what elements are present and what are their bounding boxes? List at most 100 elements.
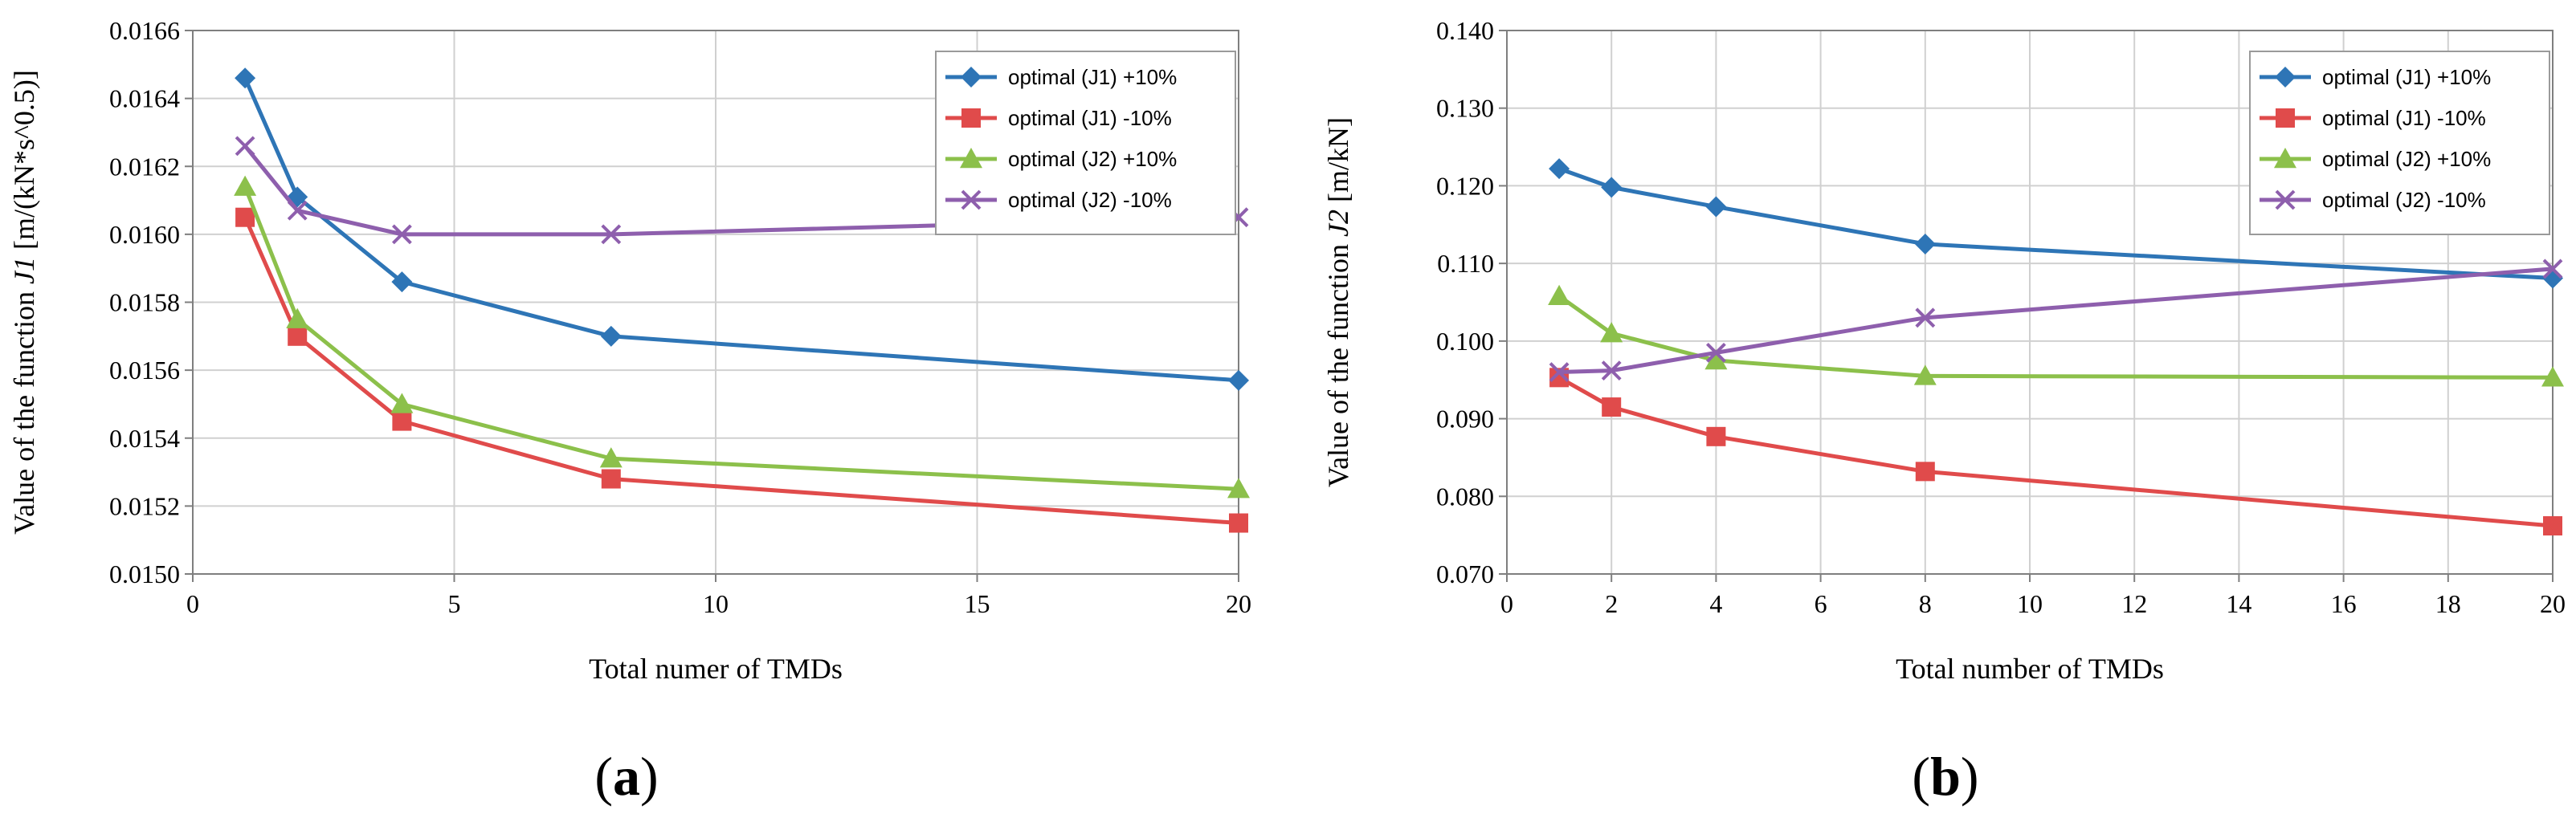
chart-b-legend: optimal (J1) +10% optimal (J1) -10% optima… bbox=[2249, 51, 2550, 235]
chart-a-legend-item-1: optimal (J1) +10% bbox=[945, 65, 1177, 89]
chart-b-series-4-point bbox=[1549, 362, 1570, 382]
chart-b-x-tick-label: 20 bbox=[2540, 589, 2566, 618]
chart-a-series-4-point bbox=[601, 224, 622, 245]
chart-b-series-2-point bbox=[1602, 397, 1622, 417]
chart-a-series-3-point bbox=[286, 307, 309, 328]
chart-a-y-axis-title-prefix: Value of the function bbox=[8, 284, 40, 535]
chart-b-series-2-point bbox=[1706, 426, 1726, 446]
chart-b-x-tick-label: 2 bbox=[1605, 589, 1618, 618]
chart-b-y-tick-label: 0.100 bbox=[1436, 327, 1494, 356]
panel-label-b: (b) bbox=[1912, 746, 1978, 807]
chart-b-y-axis-title-variable: J2 bbox=[1322, 210, 1354, 237]
chart-b-legend-marker-4 bbox=[2275, 189, 2296, 210]
chart-a-legend-label-1: optimal (J1) +10% bbox=[1008, 65, 1177, 89]
chart-a-series-1-point bbox=[391, 271, 413, 293]
chart-a-y-tick-label: 0.0154 bbox=[109, 424, 180, 453]
chart-b-series-3-point bbox=[1548, 284, 1571, 305]
chart-b-series-1-point bbox=[1601, 177, 1623, 198]
chart-a-series-1-point bbox=[600, 325, 622, 347]
chart-a-series-2-point bbox=[1229, 513, 1248, 533]
chart-b-y-axis-title-prefix: Value of the function bbox=[1322, 237, 1354, 487]
chart-a-legend-item-3: optimal (J2) +10% bbox=[945, 147, 1177, 171]
panel-label-a: (a) bbox=[594, 746, 658, 807]
chart-b-legend-label-1: optimal (J1) +10% bbox=[2322, 65, 2491, 89]
chart-b-series-4-point bbox=[2542, 258, 2563, 279]
chart-b-y-tick-label: 0.130 bbox=[1436, 94, 1494, 123]
chart-b-series-2-point bbox=[1915, 462, 1935, 482]
chart-a-x-tick-label: 20 bbox=[1226, 589, 1251, 618]
chart-a-y-ticks: 0.0150 0.0152 0.0154 0.0156 0.0158 0.0160 0.01… bbox=[109, 16, 193, 588]
chart-b-legend-label-4: optimal (J2) -10% bbox=[2322, 188, 2486, 212]
chart-b-series-1-point bbox=[1705, 196, 1727, 218]
chart-b-series-3-point bbox=[1704, 349, 1728, 370]
chart-b-legend-item-4: optimal (J2) -10% bbox=[2260, 188, 2486, 212]
chart-b-legend-marker-2 bbox=[2276, 108, 2295, 128]
chart-b-y-axis-title-unit: [m/kN] bbox=[1322, 117, 1354, 210]
chart-b-x-tick-label: 14 bbox=[2226, 589, 2251, 618]
chart-b-legend-marker-3 bbox=[2274, 148, 2296, 169]
chart-a-series-4-point bbox=[287, 200, 308, 221]
chart-a-legend-label-4: optimal (J2) -10% bbox=[1008, 188, 1172, 212]
chart-a-y-axis-title-variable: J1 bbox=[8, 257, 40, 284]
chart-b-series-4-point bbox=[1705, 342, 1726, 363]
chart-b-series-2 bbox=[1549, 368, 2562, 536]
chart-b-series-4 bbox=[1549, 258, 2563, 382]
chart-a-y-tick-label: 0.0150 bbox=[109, 560, 180, 588]
chart-b-x-tick-label: 8 bbox=[1919, 589, 1932, 618]
chart-a-x-tick-label: 10 bbox=[703, 589, 729, 618]
chart-a-series bbox=[234, 67, 1250, 533]
chart-a-x-tick-label: 5 bbox=[448, 589, 461, 618]
chart-a-series-3-point bbox=[1227, 478, 1250, 499]
chart-b-legend-label-3: optimal (J2) +10% bbox=[2322, 147, 2491, 171]
chart-a-y-tick-label: 0.0156 bbox=[109, 356, 180, 385]
chart-b-y-axis-title: Value of the function J2 [m/kN] bbox=[1322, 117, 1354, 487]
chart-b-x-tick-label: 10 bbox=[2017, 589, 2043, 618]
chart-b-x-tick-label: 6 bbox=[1815, 589, 1827, 618]
chart-a-series-2-point bbox=[235, 207, 255, 227]
chart-a-series-3-point bbox=[390, 393, 414, 413]
chart-a-x-tick-label: 15 bbox=[965, 589, 990, 618]
chart-b-legend-label-2: optimal (J1) -10% bbox=[2322, 106, 2486, 130]
chart-a-y-tick-label: 0.0152 bbox=[109, 491, 180, 520]
chart-b-series bbox=[1548, 158, 2564, 536]
chart-b-series-2-line bbox=[1557, 376, 2554, 528]
chart-a-legend-marker-3 bbox=[960, 148, 982, 169]
chart-a-legend-item-2: optimal (J1) -10% bbox=[945, 106, 1172, 130]
chart-b-legend-item-3: optimal (J2) +10% bbox=[2260, 147, 2491, 171]
chart-b-y-tick-label: 0.080 bbox=[1436, 482, 1494, 511]
chart-a-y-tick-label: 0.0158 bbox=[109, 288, 180, 317]
chart-a-series-1-point bbox=[1228, 369, 1249, 391]
chart-a-series-2-point bbox=[288, 326, 308, 346]
chart-b-series-1-point bbox=[1914, 233, 1936, 254]
chart-b-x-tick-label: 0 bbox=[1500, 589, 1513, 618]
chart-a-legend-marker-1 bbox=[961, 67, 982, 88]
chart-b-series-4-point bbox=[1601, 360, 1622, 381]
chart-a-series-1 bbox=[235, 67, 1249, 391]
chart-a-series-3-point bbox=[234, 175, 257, 196]
chart-b-series-3 bbox=[1548, 284, 2564, 387]
chart-a-x-axis-title: Total numer of TMDs bbox=[589, 653, 843, 685]
chart-b-y-tick-label: 0.120 bbox=[1436, 171, 1494, 200]
chart-b-x-axis-title: Total number of TMDs bbox=[1896, 653, 2164, 685]
chart-a-y-axis-title: Value of the function J1 [m/(kN*s^0.5)] bbox=[8, 70, 40, 535]
chart-b-x-tick-label: 12 bbox=[2121, 589, 2147, 618]
chart-b-legend-marker-1 bbox=[2275, 67, 2296, 88]
chart-b-series-3-point bbox=[2541, 366, 2564, 387]
chart-a-series-3 bbox=[234, 175, 1250, 499]
chart-panel-a: 0 5 10 15 20 0.0150 0.0152 0.0154 0.0156 0.0158 0… bbox=[8, 16, 1251, 807]
chart-a-series-2 bbox=[235, 207, 1248, 533]
chart-b-series-4-point bbox=[1915, 307, 1936, 328]
chart-a-y-tick-label: 0.0162 bbox=[109, 152, 180, 181]
chart-a-legend-item-4: optimal (J2) -10% bbox=[945, 188, 1172, 212]
chart-b-y-tick-label: 0.110 bbox=[1437, 249, 1494, 278]
chart-a-legend-label-2: optimal (J1) -10% bbox=[1008, 106, 1172, 130]
chart-a-legend-marker-4 bbox=[961, 189, 982, 210]
chart-a-x-tick-label: 0 bbox=[186, 589, 199, 618]
chart-a-series-2-point bbox=[601, 469, 621, 489]
chart-a-series-2-point bbox=[392, 411, 412, 431]
chart-b-x-ticks: 0 2 4 6 8 10 12 14 16 18 20 bbox=[1500, 574, 2566, 618]
chart-b-x-tick-label: 18 bbox=[2435, 589, 2461, 618]
chart-a-legend-box bbox=[935, 51, 1236, 235]
chart-b-series-2-point bbox=[2543, 516, 2562, 536]
